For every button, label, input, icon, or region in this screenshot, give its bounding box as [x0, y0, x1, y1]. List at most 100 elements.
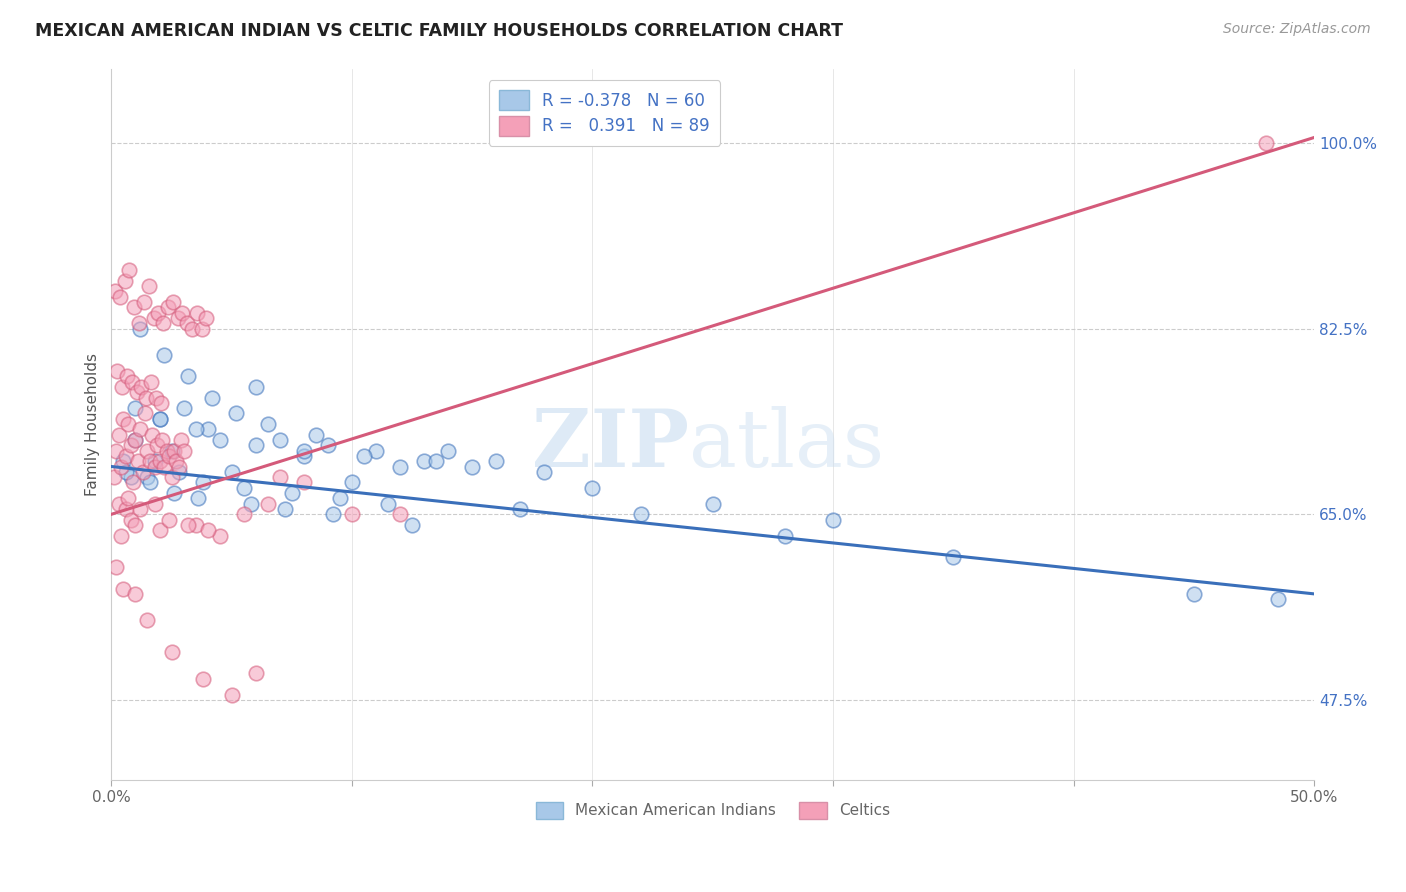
Point: [170, 433, 193, 447]
Point: [112, 454, 135, 468]
Point: [533, 465, 555, 479]
Point: [581, 481, 603, 495]
Text: MEXICAN AMERICAN INDIAN VS CELTIC FAMILY HOUSEHOLDS CORRELATION CHART: MEXICAN AMERICAN INDIAN VS CELTIC FAMILY…: [35, 22, 844, 40]
Point: [129, 502, 152, 516]
Point: [163, 486, 186, 500]
Point: [201, 391, 224, 405]
Point: [160, 470, 183, 484]
Point: [305, 427, 328, 442]
Point: [129, 321, 152, 335]
Point: [105, 443, 128, 458]
Point: [139, 375, 162, 389]
Point: [132, 295, 155, 310]
Point: [156, 301, 179, 315]
Point: [117, 491, 139, 506]
Text: ZIP: ZIP: [531, 407, 689, 484]
Point: [112, 411, 135, 425]
Point: [167, 459, 190, 474]
Point: [104, 285, 127, 299]
Point: [184, 517, 207, 532]
Point: [292, 443, 315, 458]
Text: atlas: atlas: [689, 407, 884, 484]
Point: [148, 454, 170, 468]
Point: [160, 645, 183, 659]
Point: [245, 438, 267, 452]
Point: [114, 274, 136, 288]
Point: [173, 401, 195, 416]
Point: [148, 411, 170, 425]
Point: [124, 517, 146, 532]
Point: [167, 465, 190, 479]
Point: [340, 508, 363, 522]
Point: [136, 614, 159, 628]
Point: [115, 502, 138, 516]
Point: [107, 497, 129, 511]
Point: [401, 517, 423, 532]
Point: [160, 443, 183, 458]
Point: [152, 316, 174, 330]
Point: [166, 310, 188, 325]
Point: [141, 427, 163, 442]
Point: [184, 422, 207, 436]
Point: [389, 459, 412, 474]
Point: [773, 528, 796, 542]
Point: [124, 587, 146, 601]
Point: [129, 422, 152, 436]
Point: [105, 560, 128, 574]
Point: [150, 433, 173, 447]
Point: [377, 497, 399, 511]
Point: [461, 459, 484, 474]
Point: [256, 497, 278, 511]
Point: [125, 385, 148, 400]
Point: [1182, 587, 1205, 601]
Point: [353, 449, 375, 463]
Point: [702, 497, 724, 511]
Point: [316, 438, 339, 452]
Point: [1267, 592, 1289, 607]
Point: [131, 465, 153, 479]
Point: [122, 301, 145, 315]
Point: [124, 401, 146, 416]
Point: [143, 454, 166, 468]
Point: [145, 391, 167, 405]
Point: [121, 375, 143, 389]
Point: [122, 475, 145, 490]
Point: [1254, 136, 1277, 150]
Point: [425, 454, 447, 468]
Point: [110, 459, 132, 474]
Point: [107, 364, 129, 378]
Point: [157, 449, 180, 463]
Point: [103, 470, 125, 484]
Point: [176, 316, 198, 330]
Point: [292, 475, 315, 490]
Point: [269, 433, 291, 447]
Point: [221, 465, 243, 479]
Point: [187, 491, 209, 506]
Point: [208, 528, 231, 542]
Point: [139, 475, 162, 490]
Point: [107, 427, 129, 442]
Point: [239, 497, 262, 511]
Point: [124, 433, 146, 447]
Point: [120, 512, 142, 526]
Point: [157, 512, 180, 526]
Point: [135, 391, 157, 405]
Point: [110, 528, 132, 542]
Point: [112, 582, 135, 596]
Point: [630, 508, 652, 522]
Point: [329, 491, 352, 506]
Point: [153, 348, 176, 362]
Point: [208, 433, 231, 447]
Point: [281, 486, 304, 500]
Point: [292, 449, 315, 463]
Point: [942, 549, 965, 564]
Point: [173, 443, 195, 458]
Point: [322, 508, 344, 522]
Point: [225, 407, 247, 421]
Point: [162, 295, 184, 310]
Point: [186, 305, 208, 319]
Point: [177, 369, 200, 384]
Point: [148, 411, 170, 425]
Point: [163, 443, 186, 458]
Point: [232, 481, 254, 495]
